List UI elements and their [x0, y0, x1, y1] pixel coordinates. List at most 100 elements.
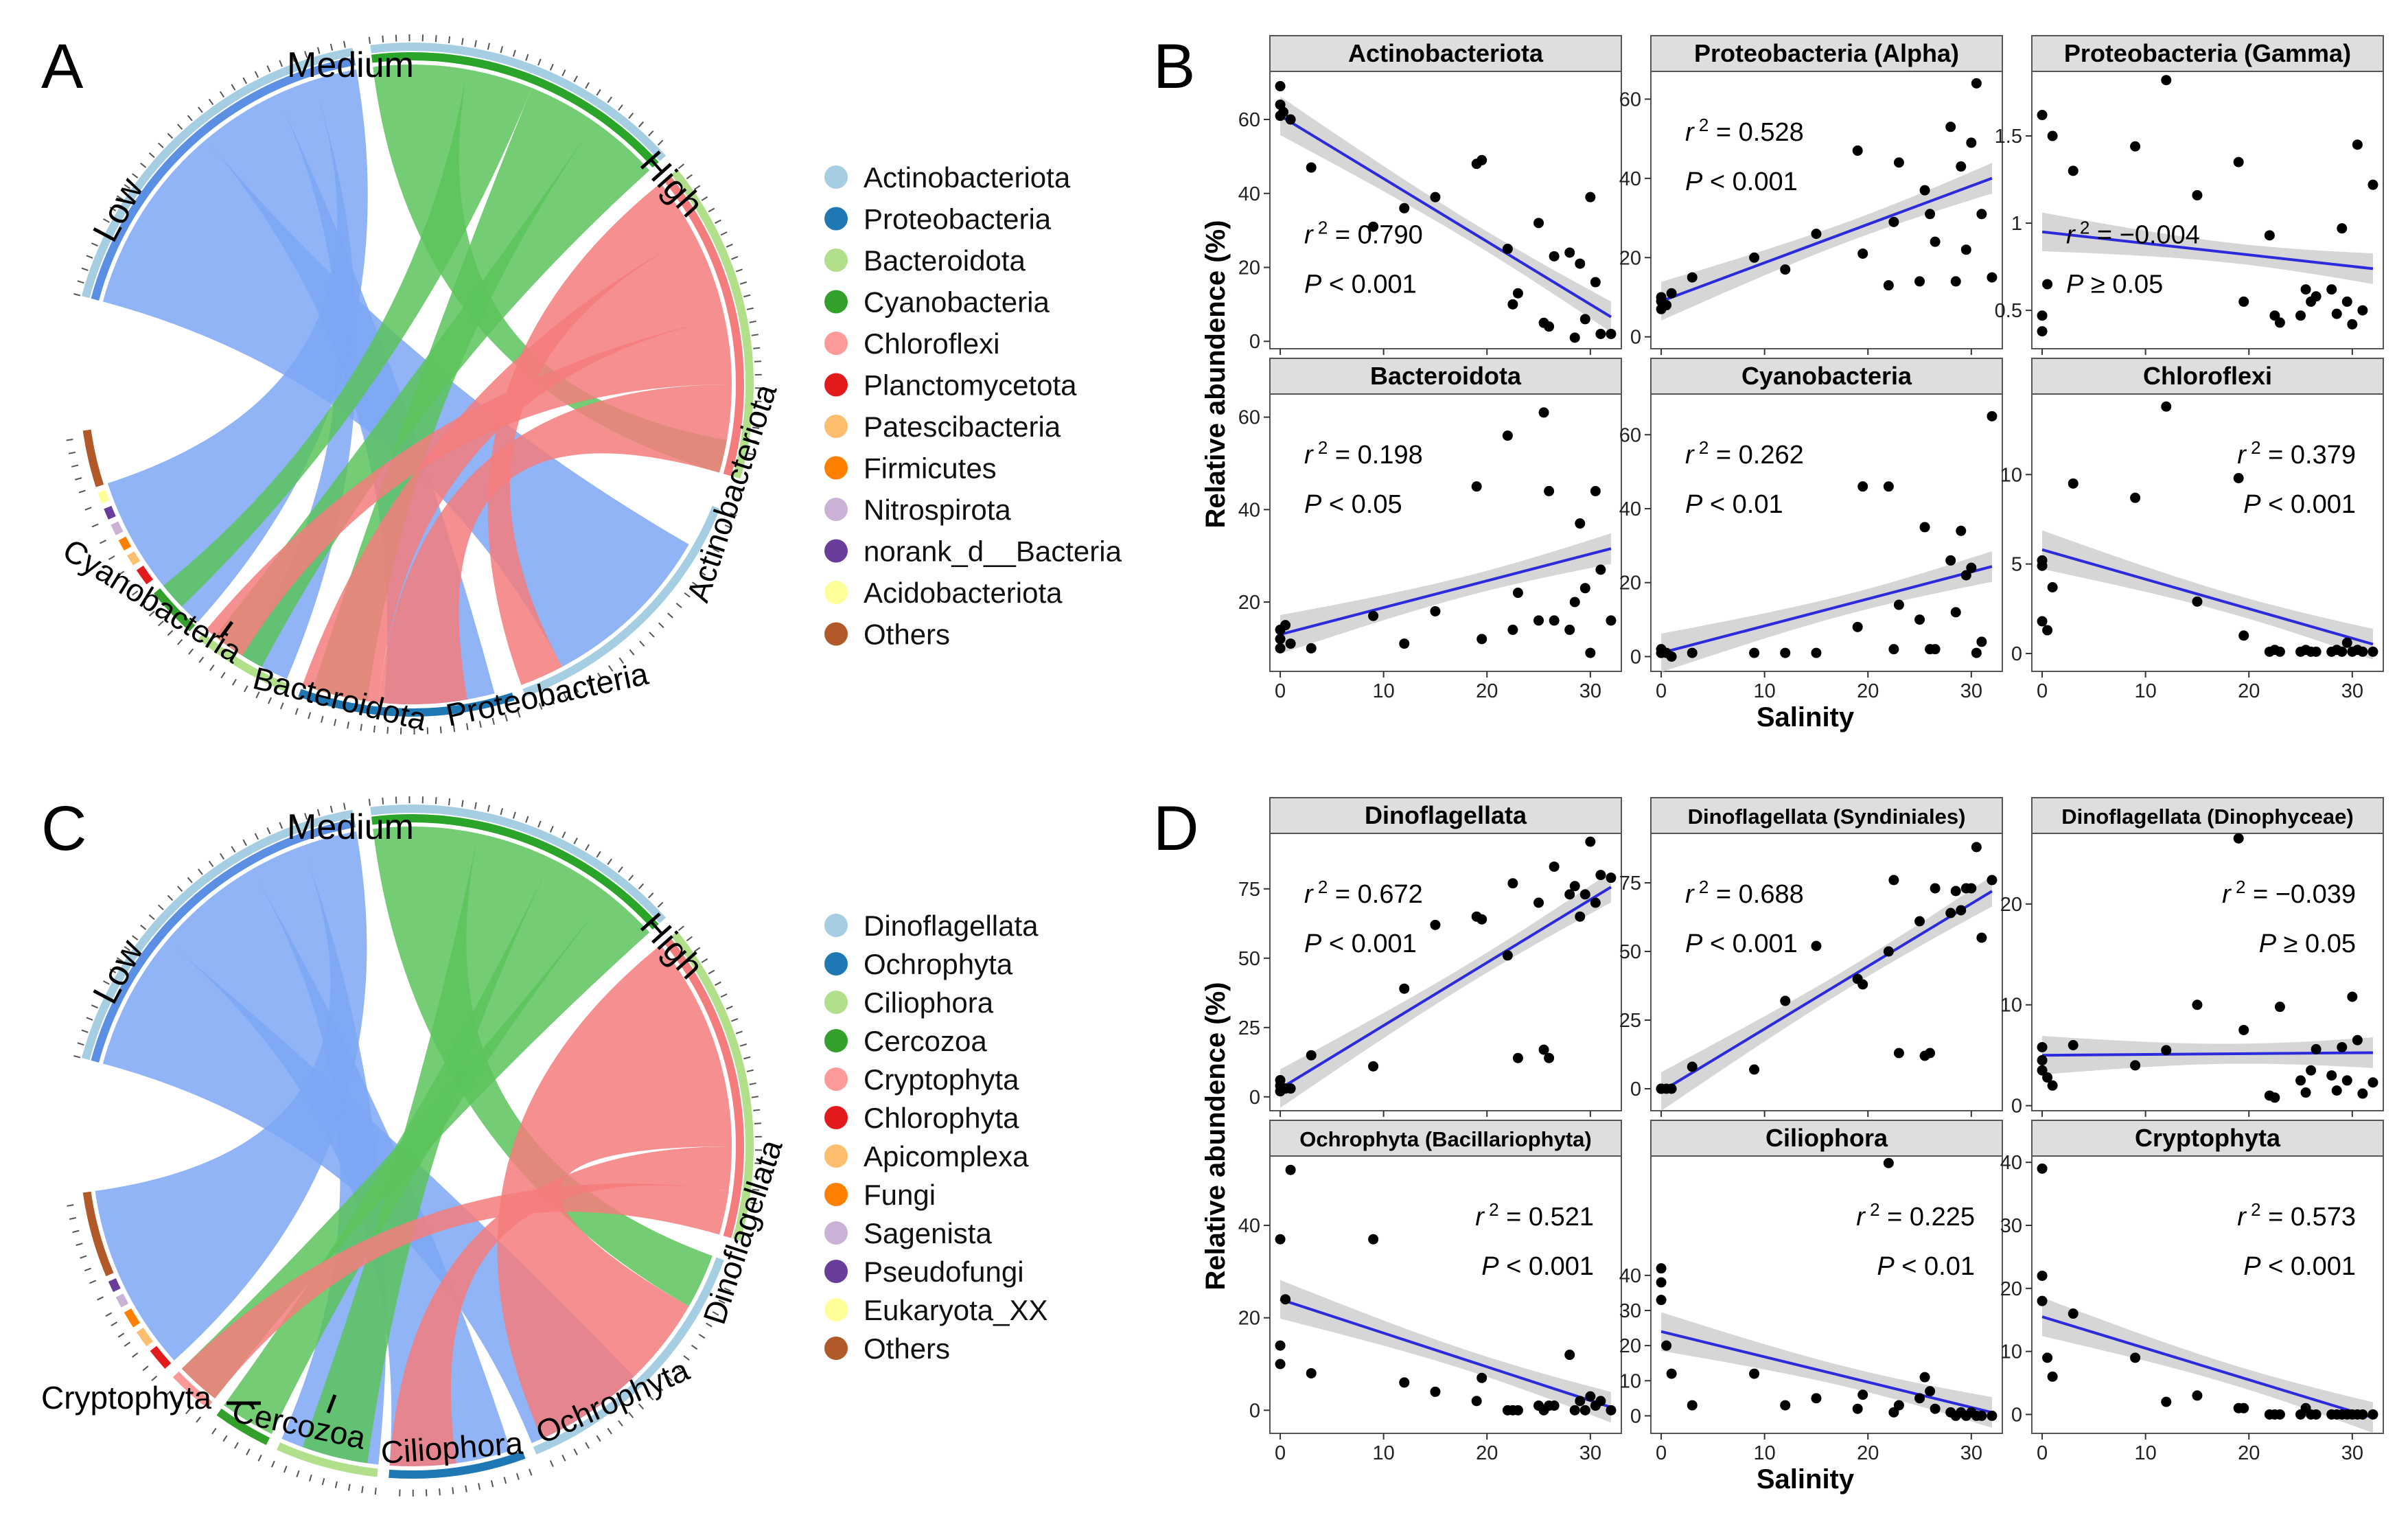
confidence-band [1661, 875, 1992, 1111]
sector-arc [136, 565, 154, 585]
panel-title: Actinobacteriota [1348, 39, 1544, 67]
panel-title: Cryptophyta [2135, 1124, 2281, 1152]
p-value-label: P < 0.01 [1685, 490, 1783, 519]
data-point [1857, 248, 1868, 259]
legend-label: Chloroflexi [864, 327, 999, 360]
sector-tick [308, 1474, 312, 1482]
sector-tick [316, 809, 321, 816]
regression-line [1660, 565, 1993, 655]
scatter-panel: Actinobacteriota01020300204060r 2 = 0.79… [1238, 35, 1622, 380]
sector-tick [461, 800, 464, 807]
sector-tick [465, 723, 469, 730]
y-tick-label: 20 [1238, 592, 1260, 614]
data-point [2037, 1270, 2048, 1281]
panel-strip [2031, 358, 2384, 395]
data-point [1430, 192, 1441, 203]
sector-tick [638, 121, 645, 128]
sector-tick [505, 714, 508, 722]
legend-swatch [824, 498, 848, 521]
sector-tick [730, 512, 737, 516]
data-point [2130, 1352, 2141, 1363]
sector-tick [551, 697, 555, 705]
data-point [1976, 932, 1987, 943]
data-point [2233, 833, 2244, 844]
sector-tick [720, 231, 728, 236]
sector-tick [270, 1460, 275, 1468]
data-point [1579, 314, 1590, 325]
chord-rings-c [67, 796, 762, 1497]
legend-swatch [824, 539, 848, 563]
r-squared-label: r 2 = 0.262 [1685, 437, 1804, 470]
data-point [2331, 1085, 2342, 1096]
data-point [1549, 615, 1560, 626]
sector-tick [465, 1485, 467, 1492]
sector-tick [231, 846, 236, 853]
sector-tick [165, 1390, 172, 1396]
data-point [1687, 1061, 1698, 1072]
plot-area [1650, 71, 2003, 349]
sector-tick [724, 524, 732, 529]
data-point [2161, 401, 2172, 412]
data-point [2037, 1065, 2048, 1076]
panel-title: Dinoflagellata [1365, 801, 1527, 829]
data-point [1914, 276, 1925, 287]
sector-tick [691, 581, 699, 587]
data-point [1477, 634, 1487, 645]
sector-tick [562, 69, 566, 77]
sector-tick [684, 592, 691, 598]
data-point [2238, 630, 2249, 641]
panel-title: Ochrophyta (Bacillariophyta) [1299, 1127, 1591, 1151]
y-tick-label: 0 [1630, 1078, 1641, 1100]
sector-tick [167, 894, 174, 901]
p-value-label: P ≥ 0.05 [2066, 270, 2163, 299]
y-tick-label: 40 [1619, 498, 1641, 520]
data-point [2274, 1409, 2285, 1420]
data-point [1502, 430, 1513, 441]
sector-tick [140, 162, 147, 168]
data-point [1987, 1410, 1998, 1421]
sector-tick [140, 924, 147, 930]
data-point [1399, 983, 1410, 994]
regression-line [1660, 176, 1993, 303]
data-point [1569, 597, 1580, 608]
sector-tick [74, 477, 82, 481]
sector-tick [435, 35, 437, 43]
sector-tick [749, 1082, 756, 1085]
legend-label: Nitrospirota [864, 494, 1011, 526]
sector-tick [140, 601, 147, 607]
x-tick-label: 10 [1754, 680, 1776, 702]
sector-tick [686, 936, 693, 942]
sector-tick [735, 1030, 743, 1035]
data-point [1306, 1367, 1317, 1378]
data-point [1306, 1050, 1317, 1061]
sector-tick [607, 1428, 612, 1435]
sector-tick [748, 452, 755, 456]
sector-tick [243, 685, 248, 693]
data-point [1564, 624, 1575, 635]
panel-letter-c: C [41, 794, 86, 864]
sector-tick [188, 648, 194, 655]
data-point [1987, 272, 1998, 283]
data-point [1507, 878, 1518, 889]
sector-tick [487, 805, 490, 812]
y-tick-label: 20 [1619, 573, 1641, 594]
sector-tick [474, 802, 477, 809]
y-tick-label: 0 [1630, 1405, 1641, 1427]
data-point [1960, 570, 1971, 581]
data-point [2352, 139, 2363, 150]
data-point [1930, 644, 1941, 655]
sector-tick [117, 1332, 125, 1338]
data-point [2037, 310, 2048, 321]
sector-tick [386, 726, 389, 734]
data-point [1477, 1372, 1487, 1383]
data-point [2357, 305, 2368, 316]
sector-tick [749, 320, 756, 323]
data-point [1950, 276, 1961, 287]
sector-tick [699, 570, 706, 576]
sector-tick [257, 1454, 262, 1462]
r-squared-label: r 2 = 0.688 [1685, 877, 1804, 909]
data-point [2311, 646, 2322, 657]
data-point [1811, 229, 1822, 240]
data-point [2274, 1002, 2285, 1013]
data-point [2042, 1072, 2053, 1083]
